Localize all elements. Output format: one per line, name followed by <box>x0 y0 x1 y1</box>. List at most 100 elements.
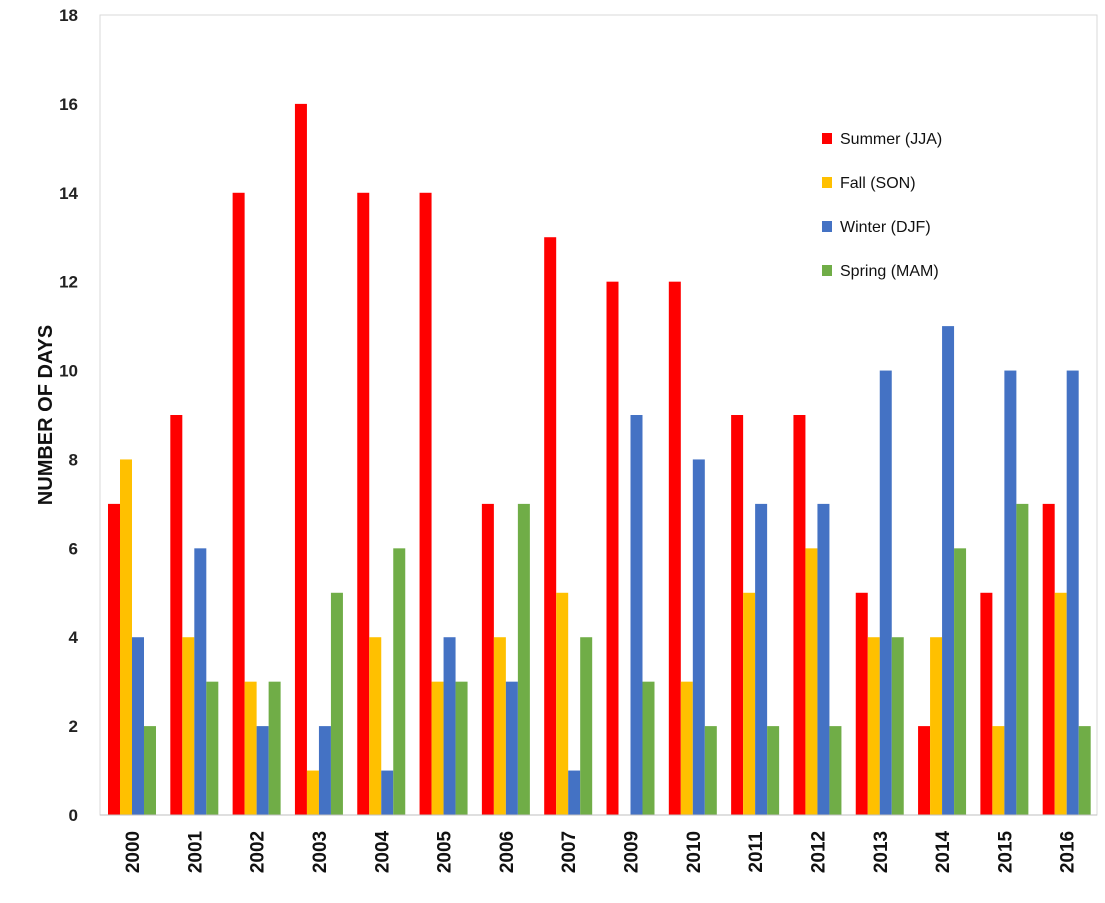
bar-spring-2015 <box>1016 503 1029 815</box>
y-tick-label: 6 <box>69 539 78 558</box>
x-tick-label: 2006 <box>497 831 518 873</box>
bar-spring-2003 <box>330 592 343 815</box>
bar-winter-2003 <box>318 726 331 815</box>
x-tick-label: 2012 <box>808 831 829 873</box>
bar-summer-2001 <box>170 415 183 815</box>
bar-summer-2013 <box>855 592 868 815</box>
y-tick-label: 10 <box>59 362 78 381</box>
bar-spring-2013 <box>891 637 904 815</box>
bar-spring-2010 <box>704 726 717 815</box>
legend-swatch <box>822 133 832 144</box>
y-tick-label: 16 <box>59 95 78 114</box>
bar-summer-2011 <box>731 415 744 815</box>
bar-winter-2009 <box>630 415 643 815</box>
bar-fall-2007 <box>556 592 569 815</box>
y-tick-label: 4 <box>69 628 79 647</box>
legend-swatch <box>822 265 832 276</box>
bar-spring-2004 <box>393 548 406 815</box>
bar-winter-2006 <box>505 681 518 815</box>
bar-fall-2006 <box>493 637 506 815</box>
bar-winter-2000 <box>132 637 144 815</box>
bar-fall-2010 <box>680 681 693 815</box>
x-tick-label: 2016 <box>1058 831 1079 873</box>
bar-summer-2004 <box>357 192 370 815</box>
bar-fall-2003 <box>306 770 319 815</box>
bar-summer-2015 <box>980 592 993 815</box>
legend-label: Winter (DJF) <box>840 219 931 236</box>
y-tick-label: 0 <box>69 806 78 825</box>
x-tick-label: 2007 <box>559 831 580 873</box>
bar-fall-2015 <box>992 726 1005 815</box>
bar-fall-2016 <box>1054 592 1067 815</box>
bar-fall-2001 <box>182 637 195 815</box>
y-tick-label: 18 <box>59 6 78 25</box>
bar-spring-2007 <box>580 637 593 815</box>
legend-label: Spring (MAM) <box>840 263 939 280</box>
bar-winter-2014 <box>942 326 955 815</box>
bar-spring-2002 <box>268 681 281 815</box>
legend-swatch <box>822 221 832 232</box>
x-tick-label: 2010 <box>684 831 705 873</box>
bar-fall-2005 <box>431 681 444 815</box>
bar-spring-2016 <box>1078 726 1091 815</box>
bar-winter-2015 <box>1004 370 1017 815</box>
y-tick-label: 8 <box>69 450 78 469</box>
x-tick-label: 2011 <box>746 831 767 873</box>
bar-winter-2010 <box>692 459 705 815</box>
x-tick-label: 2001 <box>185 830 206 873</box>
bar-summer-2012 <box>793 415 806 815</box>
bar-winter-2005 <box>443 637 456 815</box>
bar-fall-2011 <box>743 592 756 815</box>
x-tick-label: 2004 <box>372 830 393 873</box>
bar-winter-2007 <box>568 770 581 815</box>
bar-summer-2010 <box>668 281 681 816</box>
bar-winter-2002 <box>256 726 269 815</box>
bar-summer-2006 <box>481 503 494 815</box>
bar-winter-2004 <box>381 770 394 815</box>
legend-background <box>808 118 976 284</box>
bar-summer-2007 <box>544 237 557 815</box>
bar-fall-2014 <box>930 637 943 815</box>
bar-summer-2014 <box>918 726 931 815</box>
x-tick-label: 2009 <box>622 831 643 873</box>
legend-label: Summer (JJA) <box>840 131 942 148</box>
bar-spring-2011 <box>767 726 780 815</box>
bar-winter-2011 <box>755 503 768 815</box>
x-tick-label: 2003 <box>310 831 331 873</box>
y-axis-label: NUMBER OF DAYS <box>35 325 57 505</box>
legend-swatch <box>822 177 832 188</box>
bar-spring-2001 <box>206 681 219 815</box>
x-tick-label: 2002 <box>248 831 269 873</box>
bar-fall-2013 <box>867 637 880 815</box>
legend-label: Fall (SON) <box>840 175 916 192</box>
x-tick-label: 2005 <box>435 830 456 873</box>
bar-summer-2000 <box>108 503 120 815</box>
legend: Summer (JJA) Fall (SON) Winter (DJF) Spring… <box>808 118 976 284</box>
x-tick-label: 2014 <box>933 830 954 873</box>
x-tick-label: 2000 <box>123 831 144 873</box>
y-tick-label: 2 <box>69 717 78 736</box>
bar-spring-2006 <box>517 503 530 815</box>
y-tick-label: 12 <box>59 273 78 292</box>
bar-winter-2013 <box>879 370 892 815</box>
bars <box>108 103 1091 816</box>
bar-fall-2000 <box>120 459 132 815</box>
bar-fall-2004 <box>369 637 382 815</box>
bar-summer-2009 <box>606 281 619 816</box>
bar-summer-2002 <box>232 192 245 815</box>
bar-spring-2005 <box>455 681 468 815</box>
bar-spring-2014 <box>954 548 967 815</box>
bar-summer-2003 <box>294 103 307 815</box>
y-axis-ticks: 0 2 4 6 8 10 12 14 16 18 <box>59 6 78 825</box>
x-tick-label: 2015 <box>995 830 1016 873</box>
bar-summer-2005 <box>419 192 432 815</box>
bar-winter-2012 <box>817 503 830 815</box>
bar-spring-2000 <box>144 726 156 815</box>
x-tick-label: 2013 <box>871 831 892 873</box>
bar-summer-2016 <box>1042 503 1055 815</box>
bar-spring-2009 <box>642 681 655 815</box>
bar-fall-2002 <box>244 681 257 815</box>
bar-winter-2016 <box>1066 370 1079 815</box>
